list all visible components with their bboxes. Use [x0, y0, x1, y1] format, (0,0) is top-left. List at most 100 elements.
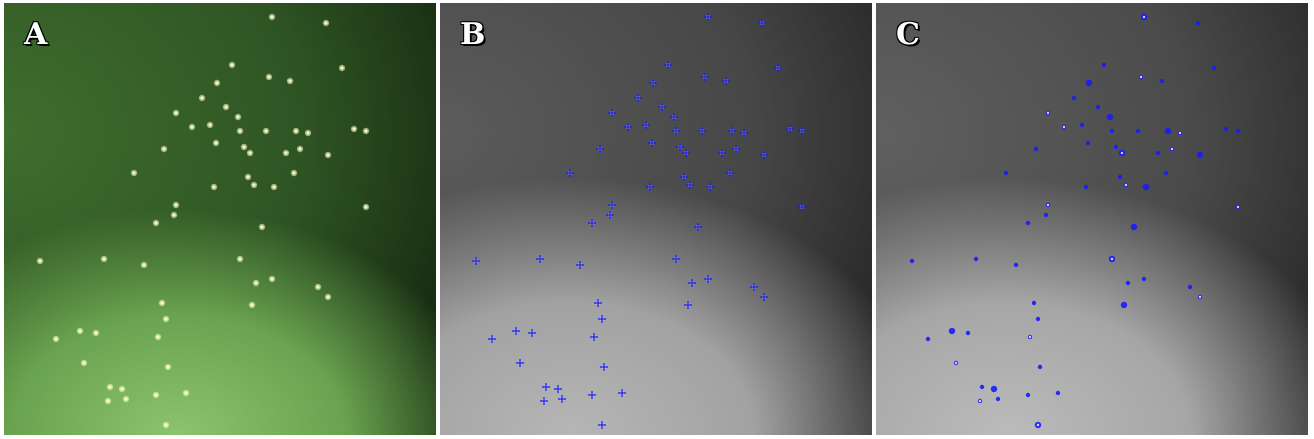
fluorescent-spot-core — [238, 257, 242, 261]
fluorescent-spot-core — [340, 66, 344, 70]
fluorescent-spot-core — [326, 153, 330, 157]
detection-circle-marker — [1003, 170, 1009, 176]
detection-cross-marker — [588, 219, 596, 227]
detection-cross-marker — [682, 149, 690, 157]
detection-circle-marker — [1196, 151, 1204, 159]
detection-circle-marker — [1071, 95, 1077, 101]
fluorescent-spot-core — [272, 185, 276, 189]
spot-center — [1062, 125, 1066, 129]
detection-circle-marker — [1037, 364, 1043, 370]
detection-cross-marker — [646, 183, 654, 191]
fluorescent-spot-core — [108, 385, 112, 389]
detection-circle-marker — [1120, 301, 1128, 309]
detection-circle-marker — [1187, 284, 1193, 290]
detection-cross-marker — [642, 121, 650, 129]
fluorescent-spot-core — [190, 125, 194, 129]
fluorescent-spot-core — [160, 301, 164, 305]
detection-circle-marker — [948, 327, 956, 335]
detection-cross-marker — [588, 391, 596, 399]
fluorescent-spot-core — [284, 151, 288, 155]
detection-circle-marker — [1211, 65, 1217, 71]
spot-center — [978, 399, 982, 403]
detection-circle-marker — [1095, 104, 1101, 110]
detection-circle-marker — [1101, 62, 1107, 68]
fluorescent-spot-core — [184, 391, 188, 395]
detection-cross-marker — [786, 125, 794, 133]
detection-cross-marker — [740, 129, 748, 137]
detection-cross-marker — [684, 301, 692, 309]
detection-cross-marker — [774, 64, 782, 72]
spot-center — [1178, 131, 1182, 135]
detection-cross-marker — [608, 109, 616, 117]
fluorescent-spot-core — [288, 79, 292, 83]
fluorescent-spot-core — [306, 131, 310, 135]
fluorescent-spot-core — [352, 127, 356, 131]
fluorescent-spot-core — [316, 285, 320, 289]
detection-cross-marker — [750, 283, 758, 291]
detection-cross-marker — [649, 79, 657, 87]
detection-circle-marker — [1125, 280, 1131, 286]
fluorescent-spot-core — [364, 129, 368, 133]
fluorescent-spot-core — [164, 317, 168, 321]
spot-center — [1046, 111, 1050, 115]
fluorescent-spot-core — [78, 329, 82, 333]
fluorescent-spot-core — [267, 75, 271, 79]
detection-cross-marker — [554, 385, 562, 393]
detection-cross-marker — [598, 315, 606, 323]
detection-circle-marker — [1085, 79, 1093, 87]
panel-c-circles-image: C — [876, 3, 1308, 435]
fluorescent-spot-core — [215, 81, 219, 85]
circles-layer-c — [909, 13, 1241, 429]
fluorescent-spot-core — [94, 331, 98, 335]
detection-circle-marker — [1109, 128, 1115, 134]
detection-circle-marker — [1163, 170, 1169, 176]
fluorescent-spot-core — [324, 21, 328, 25]
detection-cross-marker — [704, 13, 712, 21]
detection-cross-marker — [798, 127, 806, 135]
fluorescent-spot-core — [298, 147, 302, 151]
fluorescent-spot-core — [102, 257, 106, 261]
spot-center — [1120, 151, 1124, 155]
spots-layer-a — [36, 13, 370, 429]
fluorescent-spot-core — [142, 263, 146, 267]
detection-cross-marker — [618, 389, 626, 397]
detection-cross-marker — [704, 275, 712, 283]
fluorescent-spot-core — [264, 129, 268, 133]
detection-cross-marker — [694, 223, 702, 231]
spot-center — [1124, 183, 1128, 187]
detection-circle-marker — [979, 384, 985, 390]
spot-center — [1046, 203, 1050, 207]
detection-circle-marker — [1025, 220, 1031, 226]
fluorescent-spot-core — [212, 185, 216, 189]
fluorescent-spot-core — [238, 129, 242, 133]
detection-circle-marker — [1155, 150, 1161, 156]
fluorescent-spot-core — [230, 63, 234, 67]
fluorescent-spot-core — [156, 335, 160, 339]
detection-circle-marker — [995, 396, 1001, 402]
fluorescent-spot-core — [174, 111, 178, 115]
detection-cross-marker — [536, 255, 544, 263]
detection-circle-marker — [1113, 144, 1119, 150]
crosses-layer-b — [472, 13, 806, 429]
detection-cross-marker — [608, 201, 616, 209]
detection-cross-marker — [596, 145, 604, 153]
fluorescent-spot-core — [326, 295, 330, 299]
detection-circle-marker — [1141, 276, 1147, 282]
detection-cross-marker — [590, 333, 598, 341]
spot-center — [1036, 423, 1040, 427]
detection-circle-marker — [1013, 262, 1019, 268]
spot-center — [1170, 147, 1174, 151]
detection-cross-marker — [688, 279, 696, 287]
fluorescent-spot-core — [106, 399, 110, 403]
detection-cross-marker — [722, 77, 730, 85]
detection-circle-marker — [1055, 390, 1061, 396]
detection-circle-marker — [1195, 20, 1201, 26]
detection-cross-marker — [606, 211, 614, 219]
detection-cross-marker — [472, 257, 480, 265]
detection-circle-marker — [1117, 174, 1123, 180]
detection-cross-marker — [760, 293, 768, 301]
fluorescent-spot-core — [250, 303, 254, 307]
fluorescent-spot-core — [200, 96, 204, 100]
detection-circle-marker — [1035, 316, 1041, 322]
detection-circle-marker — [1130, 223, 1138, 231]
